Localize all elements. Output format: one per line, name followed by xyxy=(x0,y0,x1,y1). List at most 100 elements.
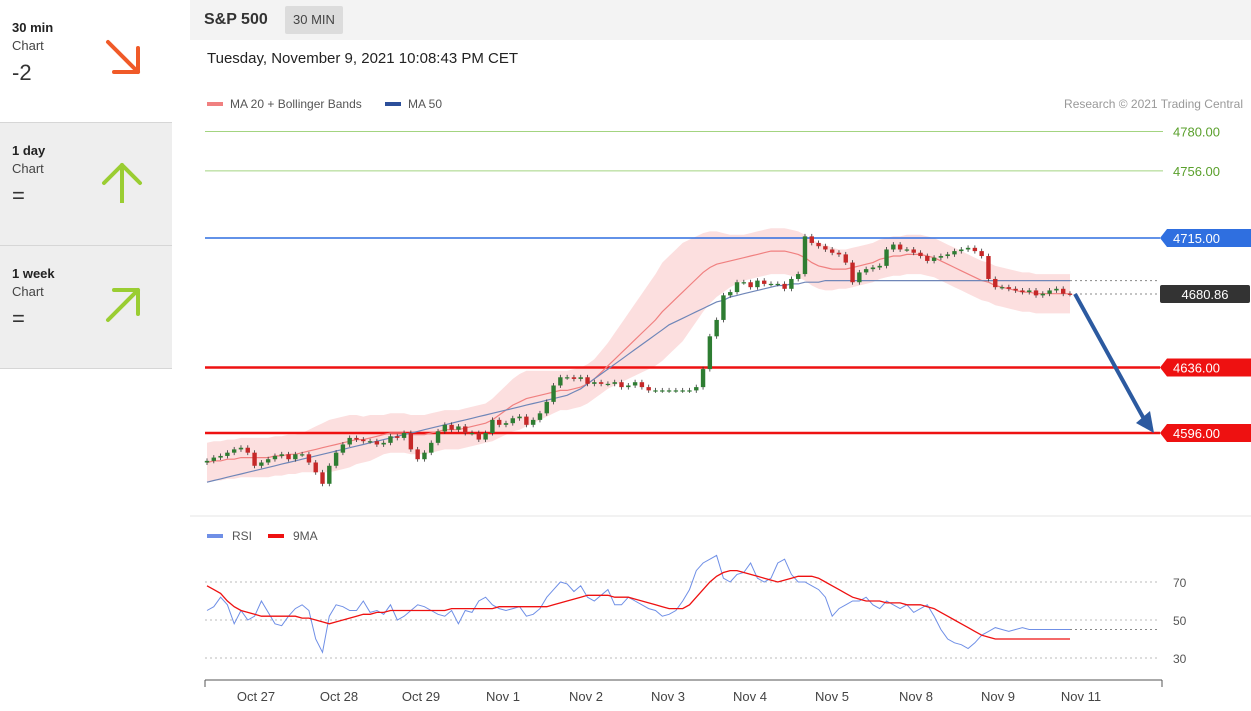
candle xyxy=(700,366,706,390)
candle xyxy=(816,240,821,249)
candle xyxy=(490,417,495,436)
candle xyxy=(293,451,298,462)
bollinger-band xyxy=(207,228,1070,483)
candle xyxy=(1054,286,1059,293)
candle xyxy=(585,374,590,387)
timeframe-sub: Chart xyxy=(12,38,44,53)
pivot-box xyxy=(1160,229,1251,247)
candle xyxy=(897,242,903,252)
candle xyxy=(938,253,944,261)
candle xyxy=(259,460,264,469)
candle xyxy=(823,243,828,252)
candle xyxy=(959,247,964,254)
candle xyxy=(483,430,488,443)
projection-arrow-head xyxy=(1136,411,1154,433)
ma20-legend-label: MA 20 + Bollinger Bands xyxy=(230,97,362,111)
candle xyxy=(374,438,380,447)
target-label: 4780.00 xyxy=(1173,124,1220,139)
candle xyxy=(639,379,645,390)
candle xyxy=(972,245,978,254)
rsi-legend-swatch xyxy=(207,534,223,538)
candle xyxy=(1040,291,1046,298)
candle xyxy=(286,451,291,462)
rsi-line xyxy=(206,554,1070,654)
rsi-legend: RSI 9MA xyxy=(207,529,318,543)
candle xyxy=(1033,287,1039,298)
period-badge[interactable]: 30 MIN xyxy=(285,6,343,34)
timeframe-score: = xyxy=(12,306,25,331)
timeframe-30min[interactable]: 30 min Chart -2 xyxy=(0,0,172,123)
candle xyxy=(598,379,604,387)
candle xyxy=(986,253,991,282)
candle xyxy=(850,260,855,285)
candle xyxy=(673,387,679,393)
candle xyxy=(564,374,570,380)
candle xyxy=(279,451,284,459)
candle xyxy=(354,435,359,443)
candle xyxy=(272,453,278,462)
candle xyxy=(361,437,366,444)
ma9-legend-label: 9MA xyxy=(293,529,318,543)
candle xyxy=(442,422,448,434)
candle xyxy=(435,428,441,446)
candle xyxy=(503,420,509,428)
candle xyxy=(408,430,414,452)
timeframe-1day[interactable]: 1 day Chart = xyxy=(0,123,172,246)
support-label: 4636.00 xyxy=(1173,360,1220,375)
timeframe-sub: Chart xyxy=(12,161,44,176)
candle xyxy=(313,460,318,475)
candle xyxy=(775,281,781,287)
candle xyxy=(517,414,522,421)
candle xyxy=(1061,286,1066,297)
candle xyxy=(238,445,244,452)
ma20-legend-swatch xyxy=(207,102,223,106)
candle xyxy=(1027,287,1032,295)
rsi-legend-label: RSI xyxy=(232,529,252,543)
candle xyxy=(333,450,339,469)
x-tick-label: Nov 3 xyxy=(651,689,685,704)
candle xyxy=(666,387,672,393)
arrow-up-icon xyxy=(102,163,142,203)
timeframe-1week[interactable]: 1 week Chart = xyxy=(0,246,172,369)
ma50-legend-swatch xyxy=(385,102,401,106)
candle xyxy=(993,276,998,290)
candle xyxy=(802,233,808,277)
candle xyxy=(1047,287,1052,297)
candles xyxy=(204,233,1073,487)
candle xyxy=(347,435,352,447)
candle xyxy=(748,279,753,290)
candle xyxy=(931,255,937,264)
support-box xyxy=(1160,424,1251,442)
timeframe-name: 30 min xyxy=(12,20,54,35)
x-tick-label: Nov 1 xyxy=(486,689,520,704)
chart-datetime: Tuesday, November 9, 2021 10:08:43 PM CE… xyxy=(207,50,518,67)
candle xyxy=(578,374,583,382)
candle xyxy=(925,253,930,264)
candle xyxy=(1006,284,1012,292)
candle xyxy=(245,445,250,456)
candle xyxy=(320,469,325,487)
ma50-line xyxy=(206,280,1070,483)
price-levels: 4780.00 4756.00 4715.00 4680.86 4636.00 4596.… xyxy=(205,124,1251,442)
candle xyxy=(870,265,876,272)
candle xyxy=(204,458,210,465)
main-legend: MA 20 + Bollinger Bands MA 50 Research ©… xyxy=(207,97,1243,111)
x-tick-label: Oct 27 xyxy=(237,689,275,704)
arrow-down-right-icon xyxy=(106,40,140,74)
candle xyxy=(544,399,549,416)
candle xyxy=(265,456,271,465)
candle xyxy=(395,433,400,441)
timeframe-sub: Chart xyxy=(12,284,44,299)
candle xyxy=(632,379,638,388)
candle xyxy=(605,381,611,387)
x-tick-label: Nov 11 xyxy=(1061,689,1101,704)
candle xyxy=(524,414,529,428)
x-tick-label: Nov 5 xyxy=(815,689,849,704)
candle xyxy=(496,417,502,428)
candle xyxy=(714,317,719,339)
last-price-label: 4680.86 xyxy=(1182,287,1229,302)
candle xyxy=(999,284,1005,290)
candle xyxy=(891,242,896,252)
candle xyxy=(653,387,658,393)
x-tick-label: Nov 4 xyxy=(733,689,767,704)
